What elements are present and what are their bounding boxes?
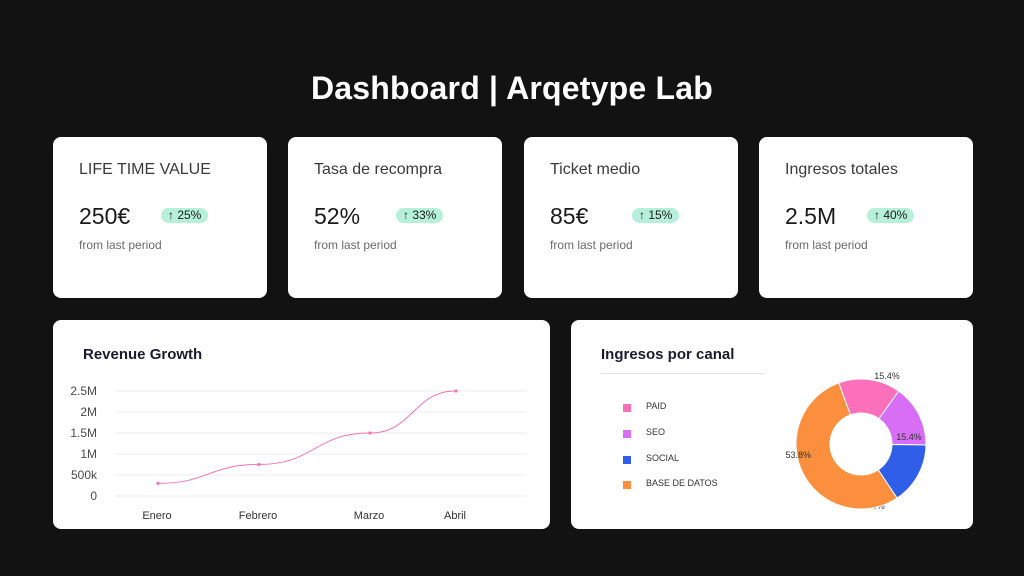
revenue-line-chart: 0 500k 1M 1.5M 2M 2.5M Enero Febrero Marzo Abril [70,384,527,522]
y-tick-label: 1M [80,447,97,461]
y-tick-label: 2.5M [70,384,97,398]
x-tick-label: Enero [142,510,171,522]
data-point [156,481,160,485]
kpi-delta-badge: ↑ 15% [632,208,680,223]
x-tick-label: Abril [444,510,466,522]
kpi-card-ltv: LIFE TIME VALUE 250€ ↑ 25% from last per… [53,137,267,298]
legend-label: SEO [646,427,666,437]
kpi-title: Ticket medio [550,161,641,178]
kpi-value: 52% [314,203,361,229]
kpi-subtitle: from last period [785,238,868,252]
kpi-delta-badge: ↑ 33% [396,208,444,223]
slice-value-label: 15.4% [874,371,900,381]
y-tick-label: 1.5M [70,426,97,440]
data-point [257,462,261,467]
kpi-subtitle: from last period [314,238,397,252]
kpi-subtitle: from last period [550,238,633,252]
legend-swatch [623,456,631,464]
channel-revenue-panel: Ingresos por canal PAID SEO SOCIAL BASE DE … [571,320,973,529]
chart-title: Revenue Growth [83,346,203,363]
page-title: Dashboard | Arqetype Lab [311,70,713,106]
series-line [157,390,457,484]
kpi-title: LIFE TIME VALUE [79,161,211,178]
y-tick-label: 0 [90,489,97,503]
data-point [454,389,458,393]
kpi-delta-badge: ↑ 25% [161,208,209,223]
kpi-subtitle: from last period [79,238,162,252]
slice-value-label: 15.4% [896,432,922,442]
kpi-title: Tasa de recompra [314,161,443,178]
legend-swatch [623,430,631,438]
x-tick-label: Marzo [354,510,385,522]
kpi-value: 85€ [550,203,589,229]
y-tick-label: 500k [71,468,98,482]
legend-swatch [623,481,631,489]
legend-label: BASE DE DATOS [646,478,718,488]
data-point [368,431,372,435]
kpi-card-repurchase-rate: Tasa de recompra 52% ↑ 33% from last per… [288,137,502,298]
kpi-title: Ingresos totales [785,161,898,178]
donut-slice-base-de-datos [795,382,898,510]
legend-swatch [623,404,631,412]
revenue-growth-panel: Revenue Growth 0 500k 1M 1.5M 2M 2.5M Enero Feb… [53,320,550,529]
slice-value-label: 53.8% [785,450,811,460]
kpi-value: 2.5M [785,203,837,229]
chart-title: Ingresos por canal [601,346,735,363]
kpi-card-average-ticket: Ticket medio 85€ ↑ 15% from last period [524,137,738,298]
x-tick-label: Febrero [239,510,278,522]
channel-donut-chart: 15.4%15.4%15.4%53.8% [785,371,927,511]
kpi-card-total-revenue: Ingresos totales 2.5M ↑ 40% from last pe… [759,137,973,298]
y-tick-label: 2M [80,405,97,419]
kpi-delta-badge: ↑ 40% [867,208,915,223]
title-divider [601,373,766,374]
kpi-value: 250€ [79,203,131,229]
legend-label: PAID [646,401,667,411]
legend-label: SOCIAL [646,453,680,463]
